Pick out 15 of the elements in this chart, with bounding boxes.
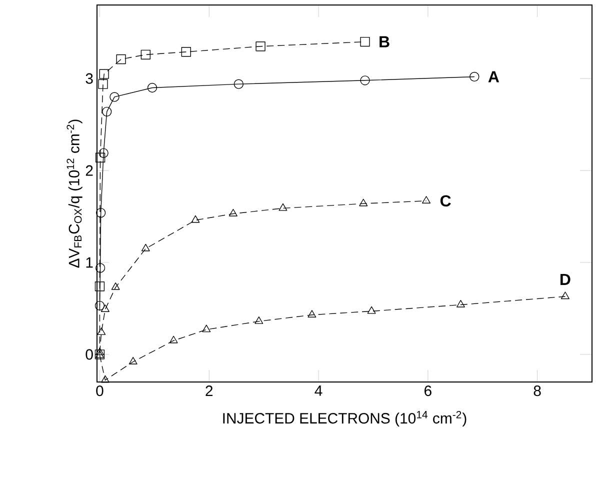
text: ΔV$_{FB}$C$_{OX}$/q (10$^{12}$ cm$^{-2}$): [66, 120, 82, 268]
x-tick-label: 8: [534, 386, 541, 396]
x-axis-title: INJECTED ELECTRONS (10$^{14}$ cm$^{-2}$): [223, 410, 466, 427]
y-tick-label: 0: [86, 349, 93, 360]
y-tick-label: 1: [86, 257, 93, 268]
x-tick-label: 6: [424, 386, 432, 396]
y-tick-label: 2: [86, 165, 93, 176]
series-label: B: [380, 36, 390, 48]
x-tick-label: 2: [206, 386, 213, 396]
x-tick-label: 4: [314, 386, 322, 396]
x-tick-label: 0: [96, 386, 104, 396]
series-label: C: [440, 195, 451, 206]
series-label: D: [560, 274, 570, 285]
series-label: A: [488, 71, 500, 82]
y-tick-label: 3: [86, 73, 93, 84]
